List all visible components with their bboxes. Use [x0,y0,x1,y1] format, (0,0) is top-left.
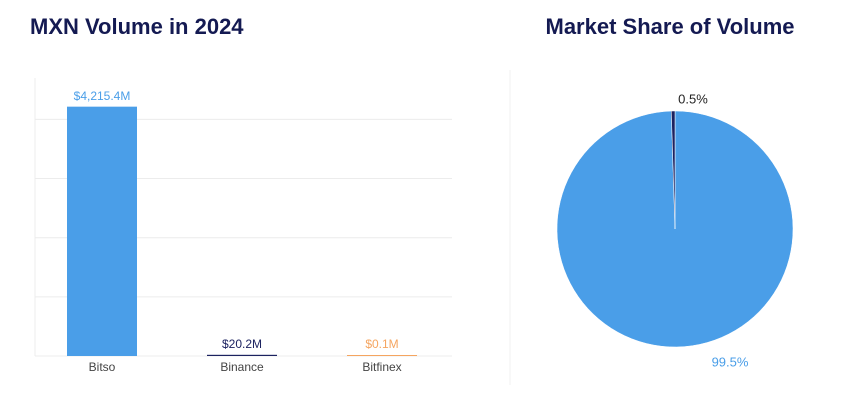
value-label: $20.2M [222,337,262,351]
value-label: $0.1M [365,337,398,351]
x-tick-label: Bitfinex [362,360,401,374]
x-tick-label: Binance [220,360,264,374]
pie-slice [671,110,676,230]
bar [67,106,137,356]
chart-title: Market Share of Volume [546,14,795,39]
bar [347,355,417,356]
value-label: 99.5% [712,354,749,369]
x-tick-label: Bitso [89,360,116,374]
bar [207,354,277,356]
chart-title: MXN Volume in 2024 [30,14,244,39]
value-label: $4,215.4M [74,89,131,103]
value-label: 0.5% [678,91,708,106]
